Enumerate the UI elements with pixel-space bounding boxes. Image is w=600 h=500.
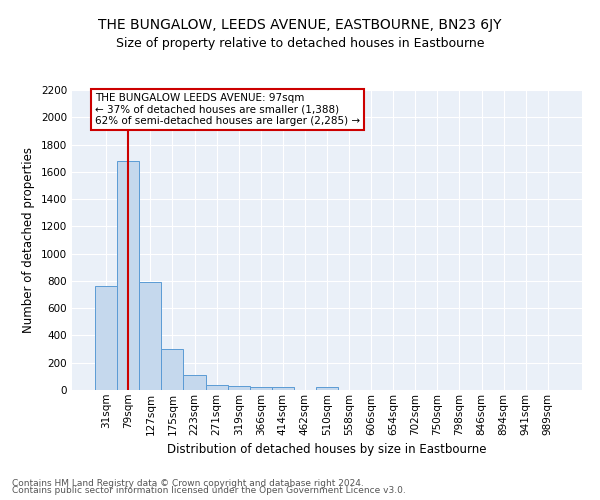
Text: Contains public sector information licensed under the Open Government Licence v3: Contains public sector information licen… <box>12 486 406 495</box>
Text: Size of property relative to detached houses in Eastbourne: Size of property relative to detached ho… <box>116 38 484 51</box>
Text: Contains HM Land Registry data © Crown copyright and database right 2024.: Contains HM Land Registry data © Crown c… <box>12 478 364 488</box>
Text: THE BUNGALOW LEEDS AVENUE: 97sqm
← 37% of detached houses are smaller (1,388)
62: THE BUNGALOW LEEDS AVENUE: 97sqm ← 37% o… <box>95 92 361 126</box>
Bar <box>272 388 294 390</box>
Bar <box>95 286 117 390</box>
Bar <box>139 282 161 390</box>
Bar <box>117 161 139 390</box>
Y-axis label: Number of detached properties: Number of detached properties <box>22 147 35 333</box>
Bar <box>161 349 184 390</box>
X-axis label: Distribution of detached houses by size in Eastbourne: Distribution of detached houses by size … <box>167 443 487 456</box>
Bar <box>184 375 206 390</box>
Bar <box>316 387 338 390</box>
Text: THE BUNGALOW, LEEDS AVENUE, EASTBOURNE, BN23 6JY: THE BUNGALOW, LEEDS AVENUE, EASTBOURNE, … <box>98 18 502 32</box>
Bar <box>227 386 250 390</box>
Bar <box>206 384 227 390</box>
Bar <box>250 387 272 390</box>
